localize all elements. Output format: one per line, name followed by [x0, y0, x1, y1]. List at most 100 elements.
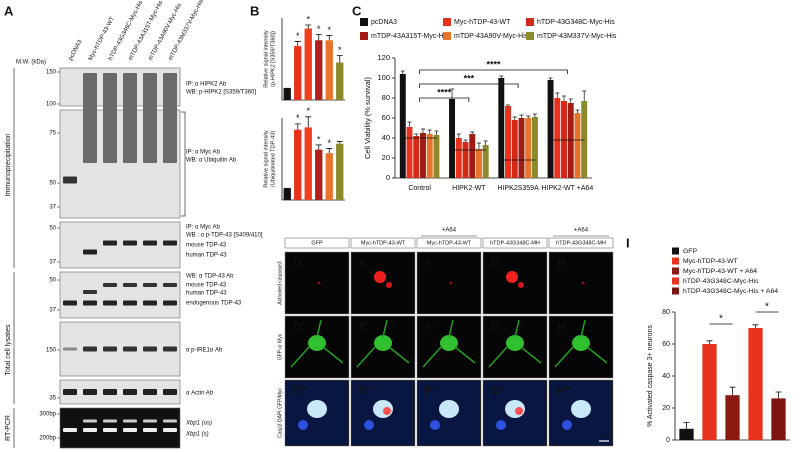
blot-label: WB: α Ubiquitin Ab [186, 158, 237, 164]
bar [433, 135, 440, 178]
bar [406, 127, 413, 178]
bar [449, 99, 456, 178]
neuron [374, 335, 392, 351]
legend-swatch [360, 18, 368, 26]
bracket [181, 111, 186, 217]
band [143, 240, 157, 246]
blot-label: α Actin Ab [186, 391, 214, 397]
blot-label: IP: α Myc Ab [186, 225, 220, 231]
column-header: hTDP-43G348C-MH [556, 240, 606, 246]
blot-label: mouse TDP-43 [186, 283, 227, 289]
legend-label: Myc-hTDP-43-WT [683, 258, 738, 265]
band [143, 283, 157, 287]
image-letter: G [491, 257, 500, 269]
image-letter: D' [293, 321, 304, 333]
y-tick-label: 20 [662, 405, 670, 412]
band [143, 428, 157, 432]
y-tick-label: 20 [382, 153, 390, 162]
blot-label: mouse TDP-43 [186, 243, 227, 249]
caspase-signal [317, 281, 321, 285]
error-bar [315, 144, 322, 150]
band [163, 419, 177, 423]
group-label: Total cell lysates [5, 324, 12, 375]
column-header-box [416, 237, 482, 249]
column-header-box [548, 237, 614, 249]
legend-label: mTDP-43M337V-Myc-His [537, 33, 617, 40]
blot-label: Xbp1 (us) [185, 421, 212, 427]
error-bar [506, 104, 511, 106]
error-bar [499, 75, 504, 78]
error-bar [294, 123, 301, 130]
bar [476, 149, 482, 178]
error-bar [519, 114, 524, 118]
band [63, 347, 77, 351]
column-header-box [350, 237, 416, 249]
blot-label: human TDP-43 [186, 253, 227, 259]
nucleus [298, 420, 308, 430]
error-bar [315, 34, 322, 41]
bar [498, 78, 505, 178]
micrograph [482, 251, 548, 315]
y-tick-label: 120 [377, 53, 390, 62]
micrograph [416, 251, 482, 315]
error-bar [414, 133, 419, 136]
image-letter: H'' [557, 385, 571, 397]
error-bar [420, 128, 425, 133]
legend-label: hTDP-43G348C-Myc-His + A64 [683, 288, 778, 295]
caspase-signal [386, 282, 392, 288]
legend-swatch [672, 287, 679, 295]
caspase-merge [383, 407, 391, 415]
band [83, 73, 97, 163]
legend-label: GFP [683, 248, 697, 255]
bar [294, 129, 302, 200]
error-bar [562, 95, 567, 101]
legend-swatch [360, 32, 368, 40]
mw-marker: 100 [46, 102, 57, 108]
band [163, 240, 177, 246]
y-axis-label: Relative signal intensity [263, 130, 269, 188]
bar [581, 101, 588, 178]
blot-label: endogenous TDP-43 [186, 301, 242, 307]
blot [59, 407, 181, 449]
neuron [308, 335, 326, 351]
column-header-box [284, 237, 350, 249]
micrograph [350, 251, 416, 315]
band [63, 176, 77, 184]
error-bar [336, 141, 343, 144]
mw-label: M.W. (kDa) [16, 60, 46, 66]
significance: * [296, 31, 300, 41]
error-bar [326, 35, 333, 41]
column-header-box [482, 237, 548, 249]
bar [399, 74, 406, 178]
bar [304, 28, 312, 101]
x-tick-label: Control [408, 185, 431, 192]
band [83, 419, 97, 423]
error-bar [434, 130, 439, 135]
bar [462, 142, 469, 178]
legend-swatch [672, 257, 679, 265]
image-letter: H [557, 257, 565, 269]
y-axis-label: % Activated caspase 3+ neurons [647, 325, 654, 427]
bar [518, 118, 525, 178]
legend-swatch [672, 247, 679, 255]
band [163, 300, 177, 306]
error-bar [305, 116, 312, 128]
y-tick-label: 100 [377, 73, 390, 82]
band [163, 389, 177, 395]
bar [574, 113, 581, 178]
neurite [290, 319, 344, 368]
legend-swatch [443, 32, 451, 40]
mw-marker: 50 [49, 226, 56, 232]
band [123, 346, 137, 352]
micrograph [284, 251, 350, 315]
significance: * [765, 302, 769, 313]
error-bar [706, 340, 713, 344]
bar [482, 145, 489, 178]
legend-swatch [672, 267, 679, 275]
micrograph [548, 251, 614, 315]
error-bar [526, 115, 531, 118]
bar [304, 127, 312, 200]
group-label: RT-PCR [5, 415, 12, 441]
image-letter: D [293, 257, 301, 269]
bar [336, 143, 344, 200]
